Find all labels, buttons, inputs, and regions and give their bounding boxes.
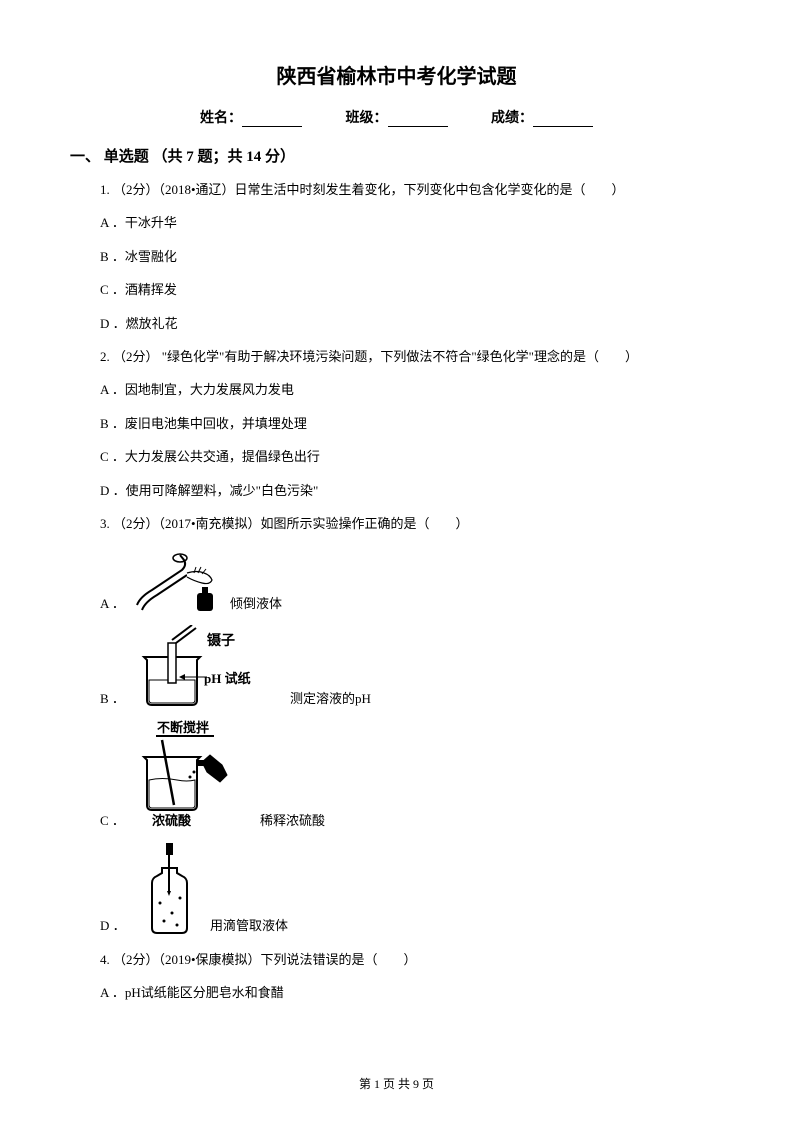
option-letter: D ．: [100, 914, 132, 937]
option-letter: A ．: [100, 592, 132, 615]
q1-option-b: B ．冰雪融化: [100, 245, 723, 268]
info-line: 姓名： 班级： 成绩：: [70, 107, 723, 127]
q2-stem: 2. （2分） "绿色化学"有助于解决环境污染问题，下列做法不符合"绿色化学"理…: [100, 345, 723, 368]
section-heading: 一、 单选题 （共 7 题；共 14 分）: [70, 145, 723, 166]
option-letter: C ．: [100, 809, 132, 832]
tweezers-label: 镊子: [206, 632, 235, 649]
class-field: 班级：: [346, 107, 448, 127]
q3-option-c: C ． 不断搅拌 浓硫酸 稀释浓硫酸: [100, 720, 723, 832]
option-text: A ．因地制宜，大力发展风力发电: [100, 378, 294, 401]
q2-option-b: B ．废旧电池集中回收，并填埋处理: [100, 412, 723, 435]
name-label: 姓名：: [200, 111, 242, 126]
q3-option-b: B ． 镊子 pH 试纸 测定溶液的pH: [100, 625, 723, 710]
q2-option-d: D ．使用可降解塑料，减少"白色污染": [100, 479, 723, 502]
page-title: 陕西省榆林市中考化学试题: [70, 60, 723, 89]
q3-stem: 3. （2分）（2017•南充模拟）如图所示实验操作正确的是（ ）: [100, 512, 723, 535]
q3-b-figure: 镊子 pH 试纸: [132, 625, 282, 710]
option-text: B ．冰雪融化: [100, 245, 177, 268]
ph-paper-label: pH 试纸: [204, 671, 251, 686]
class-label: 班级：: [346, 111, 388, 126]
q1-option-d: D ．燃放礼花: [100, 312, 723, 335]
name-blank[interactable]: [242, 113, 302, 127]
q4-stem: 4. （2分）（2019•保康模拟）下列说法错误的是（ ）: [100, 948, 723, 971]
q3-d-figure: [132, 843, 202, 938]
q1-option-a: A ．干冰升华: [100, 211, 723, 234]
option-text: 倾倒液体: [230, 592, 282, 615]
q1-stem: 1. （2分）（2018•通辽）日常生活中时刻发生着变化，下列变化中包含化学变化…: [100, 178, 723, 201]
score-label: 成绩：: [491, 111, 533, 126]
score-blank[interactable]: [533, 113, 593, 127]
acid-label-text: 浓硫酸: [152, 809, 252, 832]
option-text: 测定溶液的pH: [290, 687, 371, 710]
q4-option-a: A ．pH试纸能区分肥皂水和食醋: [100, 981, 723, 1004]
option-text: B ．废旧电池集中回收，并填埋处理: [100, 412, 307, 435]
q2-option-c: C ．大力发展公共交通，提倡绿色出行: [100, 445, 723, 468]
option-text: 稀释浓硫酸: [260, 809, 325, 832]
option-text: C ．大力发展公共交通，提倡绿色出行: [100, 445, 320, 468]
option-text: A ．干冰升华: [100, 211, 177, 234]
option-text: A ．pH试纸能区分肥皂水和食醋: [100, 981, 284, 1004]
q3-c-figure: 不断搅拌 浓硫酸: [132, 720, 252, 832]
option-text: C ．酒精挥发: [100, 278, 177, 301]
stir-label: 不断搅拌: [157, 720, 209, 735]
option-text: D ．燃放礼花: [100, 312, 178, 335]
q3-option-d: D ． 用滴管取液体: [100, 843, 723, 938]
q3-a-figure: [132, 545, 222, 615]
option-text: 用滴管取液体: [210, 914, 288, 937]
q1-option-c: C ．酒精挥发: [100, 278, 723, 301]
page-footer: 第 1 页 共 9 页: [0, 1075, 793, 1092]
class-blank[interactable]: [388, 113, 448, 127]
option-text: D ．使用可降解塑料，减少"白色污染": [100, 479, 318, 502]
q2-option-a: A ．因地制宜，大力发展风力发电: [100, 378, 723, 401]
q3-option-a: A ． 倾倒液体: [100, 545, 723, 615]
option-letter: B ．: [100, 687, 132, 710]
name-field: 姓名：: [200, 107, 302, 127]
score-field: 成绩：: [491, 107, 593, 127]
